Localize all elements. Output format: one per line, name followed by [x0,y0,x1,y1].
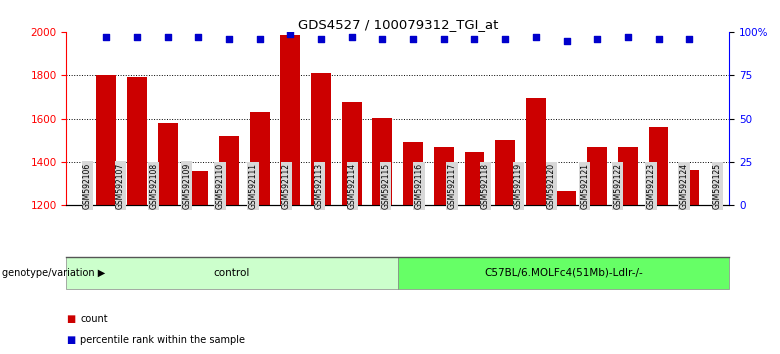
Point [530,34,542,40]
Point [284,31,296,36]
Text: GSM592108: GSM592108 [149,163,158,209]
Text: GSM592112: GSM592112 [282,163,291,209]
Text: GSM592107: GSM592107 [116,162,125,209]
Bar [219,136,239,205]
Point [438,36,450,42]
Point [161,34,174,40]
Text: ■: ■ [66,335,76,345]
Bar [403,142,423,205]
Text: GSM592106: GSM592106 [83,162,92,209]
Point [622,34,634,40]
Point [499,36,512,42]
Text: GSM592114: GSM592114 [348,163,357,209]
Bar [311,73,331,205]
Text: GSM592116: GSM592116 [414,163,424,209]
Bar [526,98,546,205]
Point [254,36,266,42]
Text: GSM592109: GSM592109 [183,162,191,209]
Text: GSM592119: GSM592119 [514,163,523,209]
Bar [434,147,454,205]
Text: GSM592124: GSM592124 [679,163,689,209]
Bar [465,152,484,205]
Text: GSM592125: GSM592125 [713,163,722,209]
Point [652,36,665,42]
Title: GDS4527 / 100079312_TGI_at: GDS4527 / 100079312_TGI_at [298,18,498,31]
Text: GSM592118: GSM592118 [480,163,490,209]
Point [468,36,480,42]
Point [223,36,236,42]
Point [100,34,112,40]
Text: genotype/variation ▶: genotype/variation ▶ [2,268,105,278]
Point [376,36,388,42]
Text: GSM592115: GSM592115 [381,163,390,209]
Bar [648,127,668,205]
Text: GSM592121: GSM592121 [580,163,589,209]
Bar [495,140,515,205]
Bar [189,171,208,205]
Bar [250,112,270,205]
Text: GSM592123: GSM592123 [647,163,655,209]
Text: GSM592110: GSM592110 [215,163,225,209]
Point [192,34,204,40]
Point [560,38,573,44]
Point [683,36,696,42]
Text: percentile rank within the sample: percentile rank within the sample [80,335,246,345]
Point [315,36,328,42]
Bar [158,123,178,205]
Text: GSM592111: GSM592111 [249,163,257,209]
Text: GSM592113: GSM592113 [315,163,324,209]
Bar [342,102,362,205]
Bar [557,191,576,205]
Bar [281,35,300,205]
Point [591,36,604,42]
Bar [127,78,147,205]
Text: ■: ■ [66,314,76,324]
Text: count: count [80,314,108,324]
Text: GSM592120: GSM592120 [547,163,556,209]
Point [346,34,358,40]
Bar [587,147,607,205]
Text: GSM592122: GSM592122 [613,163,622,209]
Point [407,36,420,42]
Bar [373,118,392,205]
Point [131,34,144,40]
Bar [618,147,638,205]
Bar [97,75,116,205]
Text: control: control [214,268,250,278]
Bar [679,170,699,205]
Text: C57BL/6.MOLFc4(51Mb)-Ldlr-/-: C57BL/6.MOLFc4(51Mb)-Ldlr-/- [484,268,643,278]
Text: GSM592117: GSM592117 [448,163,456,209]
